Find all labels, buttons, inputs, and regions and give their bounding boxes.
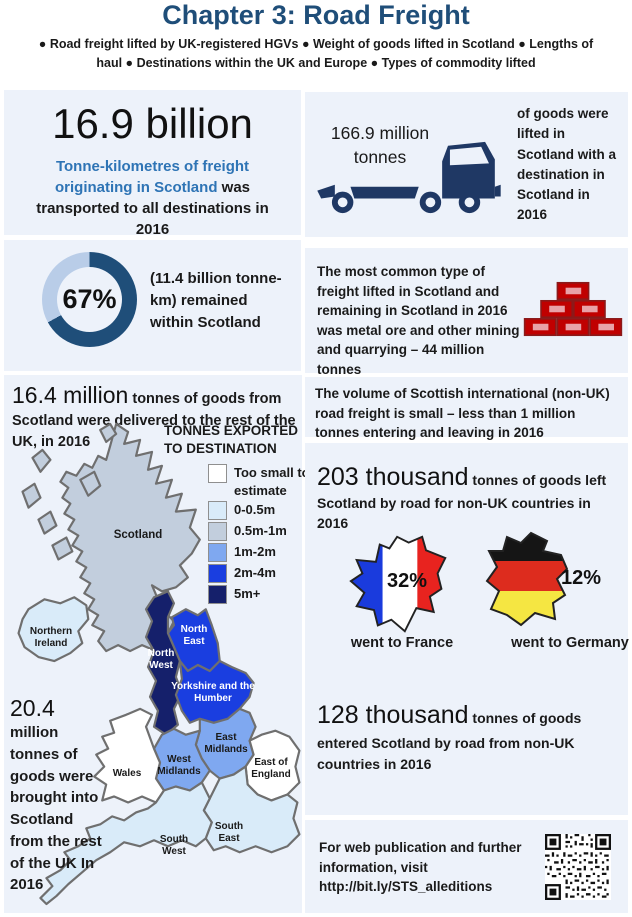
header: Chapter 3: Road Freight ● Road freight l… (0, 0, 632, 74)
tonne-km-value: 16.9 billion (52, 100, 253, 147)
panel-donut: 67% (11.4 billion tonne-km) remained wit… (4, 240, 301, 371)
legend-label: 5m+ (234, 586, 261, 602)
map-legend: Too small to estimate 0-0.5m 0.5m-1m 1m-… (208, 464, 310, 606)
exports-nonuk-value: 203 thousand (317, 463, 469, 491)
tonne-km-highlight: Tonne-kilometres of freight originating … (54, 158, 250, 196)
exports-uk-value: 16.4 million (12, 382, 129, 408)
donut-desc: (11.4 billion tonne-km) remained within … (150, 270, 282, 331)
legend-swatch (208, 464, 227, 483)
exports-nonuk-rest: tonnes of goods left Scotland by road fo… (317, 472, 607, 532)
tonne-km-caption: Tonne-kilometres of freight originating … (18, 156, 287, 240)
exports-uk-rest: tonnes of goods from Scotland were deliv… (12, 391, 296, 450)
legend-swatch (208, 522, 227, 542)
panel-non-uk: 203 thousand tonnes of goods left Scotla… (305, 443, 629, 815)
publication-url[interactable]: http://bit.ly/STS_alleditions (319, 879, 493, 895)
panel-goods-lifted: 166.9 million tonnes of goods were lifte… (305, 92, 628, 237)
uk-map-svg (17, 422, 301, 906)
germany-percent: 12% (560, 567, 602, 589)
legend-title: TONNES EXPORTED TO DESTINATION (164, 423, 299, 457)
panel-footer: For web publication and further informat… (305, 820, 628, 913)
map-region-south-west (39, 781, 213, 906)
exports-nonuk-heading: 203 thousand tonnes of goods left Scotla… (317, 461, 621, 535)
map-region-wales (93, 707, 166, 804)
legend-label: 0-0.5m (234, 502, 276, 518)
donut-percent: 67% (62, 284, 117, 314)
panel-tonne-km: 16.9 billion Tonne-kilometres of freight… (4, 90, 301, 238)
lifted-amount: 166.9 million tonnes (330, 123, 430, 167)
france-label: went to France (350, 635, 454, 651)
uk-choropleth-map: Scotland Northern Ireland North East Nor… (4, 422, 310, 912)
panel-commodity: The most common type of freight lifted i… (305, 248, 628, 377)
map-region-yorkshire (174, 659, 255, 724)
imports-uk-block: 20.4 million tonnes of goods were brough… (10, 695, 104, 896)
imports-uk-value: 20.4 (10, 695, 55, 721)
legend-label: 2m-4m (234, 565, 276, 581)
legend-item: 0-0.5m (208, 501, 310, 521)
map-label-yorkshire: Yorkshire and the Humber (171, 681, 255, 704)
imports-nonuk-value: 128 thousand (317, 701, 469, 729)
imports-uk-rest: million tonnes of goods were brought int… (10, 724, 102, 894)
france-percent: 32% (386, 570, 428, 592)
page-title: Chapter 3: Road Freight (162, 0, 470, 30)
commodity-text: The most common type of freight lifted i… (317, 264, 520, 377)
map-label-south-east: South East (214, 821, 244, 844)
legend-swatch (208, 564, 227, 584)
germany-map-icon (485, 531, 569, 627)
page-subtitle: ● Road freight lifted by UK-registered H… (38, 37, 594, 71)
footer-line: For web publication and further informat… (319, 840, 522, 875)
map-label-east-of-england: East of England (251, 757, 291, 780)
map-label-northern-ireland: Northern Ireland (29, 626, 73, 649)
map-label-north-west: North West (147, 648, 175, 671)
panel-uk-map: 16.4 million tonnes of goods from Scotla… (4, 375, 310, 913)
germany-label: went to Germany (511, 635, 629, 651)
legend-label: Too small to estimate (234, 465, 310, 498)
map-label-wales: Wales (112, 768, 142, 779)
legend-label: 1m-2m (234, 544, 276, 560)
map-scottish-islands (21, 422, 118, 561)
panel-international: The volume of Scottish international (no… (305, 377, 628, 440)
lifted-desc: of goods were lifted in Scotland with a … (517, 106, 617, 223)
legend-item: 2m-4m (208, 564, 310, 584)
truck-icon (317, 141, 501, 214)
footer-text: For web publication and further informat… (319, 838, 529, 897)
map-label-south-west: South West (159, 834, 189, 857)
imports-nonuk-heading: 128 thousand tonnes of goods entered Sco… (317, 699, 623, 776)
legend-item: Too small to estimate (208, 464, 310, 499)
tonne-km-rest: was transported to all destinations in 2… (36, 179, 269, 238)
legend-label: 0.5m-1m (234, 523, 287, 539)
international-text: The volume of Scottish international (no… (315, 386, 610, 441)
imports-nonuk-rest: tonnes of goods entered Scotland by road… (317, 710, 582, 773)
map-label-scotland: Scotland (113, 529, 163, 542)
legend-item: 5m+ (208, 585, 310, 605)
donut-hole (57, 267, 122, 332)
donut-chart: 67% (42, 252, 137, 347)
map-label-north-east: North East (180, 624, 208, 647)
legend-swatch (208, 543, 227, 563)
legend-swatch (208, 585, 227, 605)
france-map-icon (349, 535, 447, 633)
map-label-west-midlands: West Midlands (157, 754, 201, 777)
map-label-east-midlands: East Midlands (204, 732, 248, 755)
legend-swatch (208, 501, 227, 521)
exports-uk-heading: 16.4 million tonnes of goods from Scotla… (12, 381, 298, 452)
legend-item: 1m-2m (208, 543, 310, 563)
qr-code (545, 834, 611, 900)
legend-item: 0.5m-1m (208, 522, 310, 542)
map-region-northern-ireland (17, 596, 90, 663)
bricks-icon (523, 281, 623, 337)
